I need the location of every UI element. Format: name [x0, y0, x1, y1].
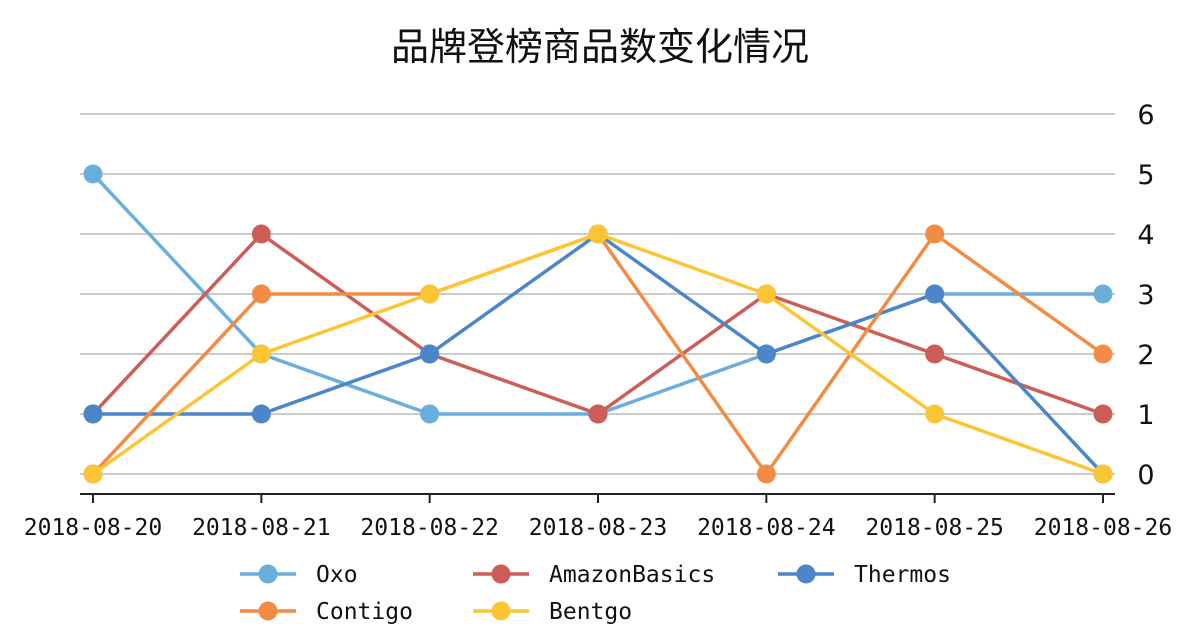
data-point-contigo-1 [251, 284, 271, 304]
data-point-oxo-0 [83, 164, 103, 184]
x-tick-label-4: 2018-08-24 [697, 515, 835, 541]
data-point-bentgo-3 [588, 224, 608, 244]
data-point-bentgo-6 [1093, 464, 1113, 484]
y-tick-label-6: 6 [1137, 100, 1154, 131]
y-tick-label-3: 3 [1137, 280, 1154, 311]
legend-marker-amazonbasics [491, 564, 511, 584]
axes: 0 1 2 3 4 5 6 2018-08-20 2018-08-21 2018-08-22 201… [24, 100, 1172, 541]
data-point-oxo-6 [1093, 284, 1113, 304]
data-point-bentgo-4 [756, 284, 776, 304]
data-point-thermos-2 [420, 344, 440, 364]
legend-marker-oxo [258, 564, 278, 584]
legend-item-thermos: Thermos [778, 562, 951, 588]
data-point-thermos-0 [83, 404, 103, 424]
legend: Oxo AmazonBasics Thermos Contigo Bentgo [240, 562, 951, 625]
legend-item-bentgo: Bentgo [473, 599, 632, 625]
data-point-contigo-6 [1093, 344, 1113, 364]
chart-title: 品牌登榜商品数变化情况 [390, 25, 809, 69]
legend-item-contigo: Contigo [240, 599, 413, 625]
data-point-oxo-2 [420, 404, 440, 424]
series-amazonbasics [83, 224, 1113, 424]
y-tick-label-2: 2 [1137, 340, 1154, 371]
data-point-amazonbasics-5 [925, 344, 945, 364]
y-tick-label-1: 1 [1137, 400, 1154, 431]
y-tick-label-0: 0 [1137, 460, 1154, 491]
legend-label-bentgo: Bentgo [549, 599, 632, 625]
data-point-amazonbasics-3 [588, 404, 608, 424]
data-point-amazonbasics-1 [251, 224, 271, 244]
data-point-bentgo-0 [83, 464, 103, 484]
data-point-contigo-5 [925, 224, 945, 244]
legend-item-amazonbasics: AmazonBasics [473, 562, 715, 588]
legend-label-contigo: Contigo [316, 599, 413, 625]
x-tick-label-3: 2018-08-23 [529, 515, 667, 541]
x-tick-label-0: 2018-08-20 [24, 515, 162, 541]
series-line-amazonbasics [91, 232, 1104, 416]
data-point-bentgo-1 [251, 344, 271, 364]
y-tick-label-4: 4 [1137, 220, 1154, 251]
x-tick-label-5: 2018-08-25 [865, 515, 1003, 541]
legend-label-oxo: Oxo [316, 562, 358, 588]
series-group [83, 164, 1113, 484]
data-point-thermos-1 [251, 404, 271, 424]
data-point-contigo-4 [756, 464, 776, 484]
data-point-thermos-5 [925, 284, 945, 304]
legend-label-amazonbasics: AmazonBasics [549, 562, 715, 588]
data-point-bentgo-5 [925, 404, 945, 424]
legend-item-oxo: Oxo [240, 562, 358, 588]
legend-marker-thermos [796, 564, 816, 584]
x-tick-label-2: 2018-08-22 [360, 515, 498, 541]
y-tick-label-5: 5 [1137, 160, 1154, 191]
series-bentgo [83, 224, 1113, 484]
x-tick-label-1: 2018-08-21 [192, 515, 330, 541]
legend-marker-bentgo [491, 601, 511, 621]
legend-label-thermos: Thermos [854, 562, 951, 588]
data-point-thermos-4 [756, 344, 776, 364]
x-tick-label-6: 2018-08-26 [1034, 515, 1172, 541]
data-point-amazonbasics-6 [1093, 404, 1113, 424]
legend-marker-contigo [258, 601, 278, 621]
data-point-bentgo-2 [420, 284, 440, 304]
